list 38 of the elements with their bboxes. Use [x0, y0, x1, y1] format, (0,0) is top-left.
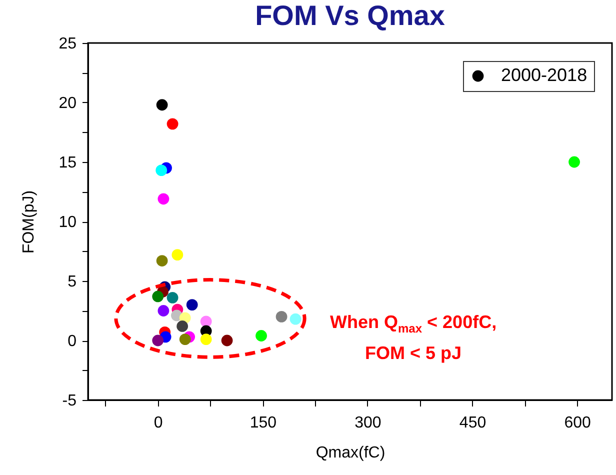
point: [152, 334, 164, 346]
point: [276, 311, 288, 322]
point: [158, 193, 170, 205]
point: [176, 320, 188, 332]
point: [156, 164, 168, 176]
point: [166, 118, 178, 130]
x-axis-title: Qmax(fC): [316, 444, 386, 462]
y-tick-label: 20: [58, 95, 77, 112]
point: [166, 292, 178, 304]
point: [290, 313, 302, 325]
point: [256, 330, 267, 342]
y-tick-label: 15: [58, 154, 77, 172]
x-tick-label: 300: [354, 414, 382, 432]
x-tick-label: 0: [154, 414, 163, 432]
y-tick-label: 0: [68, 333, 77, 350]
y-tick-label: -5: [62, 392, 77, 410]
point: [158, 305, 170, 316]
y-tick-label: 10: [58, 214, 77, 231]
y-tick-label: 25: [58, 36, 77, 52]
x-tick-label: 150: [250, 414, 277, 432]
point: [200, 334, 212, 345]
annotation: FOM < 5 pJ: [364, 342, 463, 365]
chart-title: FOM Vs Qmax: [255, 0, 446, 31]
y-axis-title: FOM(pJ): [20, 190, 38, 254]
point: [156, 99, 168, 111]
y-tick-label: 5: [68, 274, 77, 290]
point: [200, 316, 212, 328]
x-tick-label: 450: [459, 414, 486, 432]
point: [152, 290, 164, 302]
point: [172, 249, 184, 261]
annotation: When Q$_{max}$ < 200fC,: [330, 311, 497, 338]
x-tick-label: 600: [564, 414, 592, 432]
point: [156, 255, 168, 266]
point: [186, 299, 198, 310]
point: [568, 156, 580, 168]
point: [221, 334, 233, 346]
legend-label: 2000-2018: [501, 65, 588, 85]
point: [179, 334, 191, 345]
